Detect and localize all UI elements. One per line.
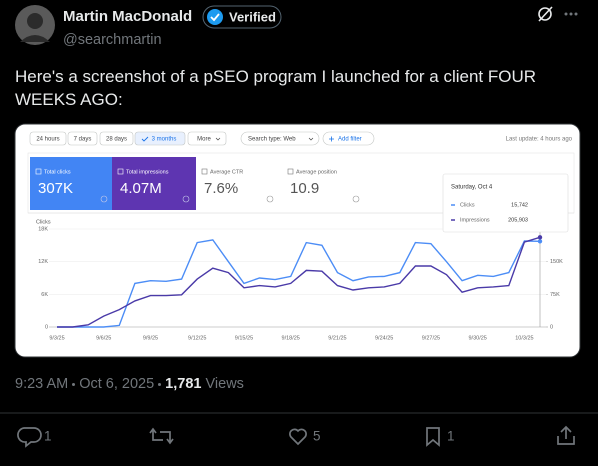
tooltip-value: 205,903 <box>508 217 528 223</box>
tooltip-value: 15,742 <box>511 202 528 208</box>
grok-icon[interactable] <box>538 7 552 21</box>
card-label: Average position <box>296 169 337 175</box>
card-label: Total impressions <box>126 169 169 175</box>
reply-count: 1 <box>44 429 52 444</box>
x-tick-label: 9/27/25 <box>422 335 440 341</box>
verified-pill[interactable] <box>202 5 282 29</box>
range-button[interactable] <box>99 131 134 146</box>
y-tick-label: 0 <box>45 324 48 330</box>
range-label: 28 days <box>106 137 127 143</box>
card-checkbox <box>201 168 208 175</box>
grok-icon-slash <box>538 6 553 22</box>
y2-tick-label: 0 <box>550 324 553 330</box>
avatar-body <box>20 35 50 42</box>
card-checkbox <box>287 168 294 175</box>
tooltip-series-name: Impressions <box>460 217 490 223</box>
tweet-date[interactable]: Oct 6, 2025 <box>79 376 155 392</box>
card-value: 7.6% <box>204 180 238 197</box>
metric-card[interactable] <box>196 157 280 210</box>
plus-icon <box>329 136 334 142</box>
avatar-face <box>27 13 43 29</box>
card-value: 4.07M <box>120 180 162 197</box>
series-line <box>57 239 541 328</box>
hover-point <box>537 235 543 240</box>
tooltip-series-name: Clicks <box>460 202 475 208</box>
range-label: 7 days <box>74 137 92 143</box>
y-axis-title: Clicks <box>36 219 51 225</box>
card-checkbox <box>35 168 42 175</box>
search-type-button[interactable] <box>240 131 320 146</box>
x-tick-label: 9/6/25 <box>96 335 111 341</box>
x-tick-label: 9/12/25 <box>188 335 206 341</box>
card-label: Average CTR <box>210 169 243 175</box>
y-tick-label: 18K <box>38 226 48 232</box>
card-checkbox <box>117 168 124 175</box>
author-handle[interactable]: @searchmartin <box>63 32 162 48</box>
range-button[interactable] <box>67 131 98 146</box>
tooltip-title: Saturday, Oct 4 <box>451 185 493 191</box>
views-label: Views <box>205 376 244 392</box>
range-label: 24 hours <box>36 137 59 143</box>
verified-icon <box>207 9 223 25</box>
help-icon <box>100 195 108 203</box>
metric-card[interactable] <box>112 157 196 210</box>
meta-dot <box>158 382 162 386</box>
author-name[interactable]: Martin MacDonald <box>63 8 192 25</box>
views-count: 1,781 <box>165 376 202 392</box>
card-value: 307K <box>38 180 73 197</box>
range-button[interactable] <box>29 131 67 146</box>
x-tick-label: 9/15/25 <box>235 335 253 341</box>
tooltip <box>442 173 569 233</box>
y-tick-label: 12K <box>38 259 48 265</box>
x-tick-label: 10/3/25 <box>515 335 533 341</box>
verified-label: Verified <box>229 9 276 24</box>
repost-icon[interactable] <box>149 427 174 445</box>
like-count: 5 <box>313 429 321 444</box>
x-tick-label: 9/9/25 <box>143 335 158 341</box>
last-update: Last update: 4 hours ago <box>506 137 573 143</box>
share-icon[interactable] <box>557 425 575 445</box>
filter-button[interactable] <box>322 131 375 146</box>
tweet-meta: 9:23 AM Oct 6, 2025 1,781 Views <box>15 374 244 394</box>
card-label: Total clicks <box>44 169 71 175</box>
meta-dot <box>72 382 76 386</box>
range-label: 3 months <box>152 137 177 143</box>
like-icon[interactable] <box>289 428 307 446</box>
range-label: More <box>197 137 211 143</box>
y2-tick-label: 75K <box>550 292 560 298</box>
help-icon <box>266 195 274 203</box>
metric-card[interactable] <box>282 157 366 210</box>
search-type-label: Search type: Web <box>248 137 296 143</box>
filter-label: Add filter <box>338 137 362 143</box>
range-button[interactable] <box>134 131 186 146</box>
dropdown-arrow <box>215 137 221 141</box>
x-tick-label: 9/24/25 <box>375 335 393 341</box>
verified-check <box>210 13 220 22</box>
range-button[interactable] <box>187 131 227 146</box>
x-tick-label: 9/18/25 <box>282 335 300 341</box>
x-tick-label: 9/21/25 <box>328 335 346 341</box>
tweet-time[interactable]: 9:23 AM <box>15 376 69 392</box>
action-icons <box>17 425 575 448</box>
bookmark-count: 1 <box>447 429 455 444</box>
help-icon <box>352 195 360 203</box>
tweet-text: Here's a screenshot of a pSEO program I … <box>15 67 537 109</box>
y-tick-label: 6K <box>41 292 48 298</box>
card-value: 10.9 <box>290 180 319 197</box>
reply-icon[interactable] <box>17 427 42 448</box>
more-icon[interactable] <box>564 12 578 16</box>
series-line <box>57 236 541 328</box>
help-icon <box>182 195 190 203</box>
check-icon <box>141 136 149 142</box>
metric-card[interactable] <box>30 157 112 210</box>
bookmark-icon[interactable] <box>426 427 440 447</box>
x-tick-label: 9/3/25 <box>49 335 64 341</box>
x-tick-label: 9/30/25 <box>468 335 486 341</box>
y2-tick-label: 150K <box>550 259 563 265</box>
dropdown-arrow <box>308 137 314 141</box>
hover-point <box>537 239 543 244</box>
